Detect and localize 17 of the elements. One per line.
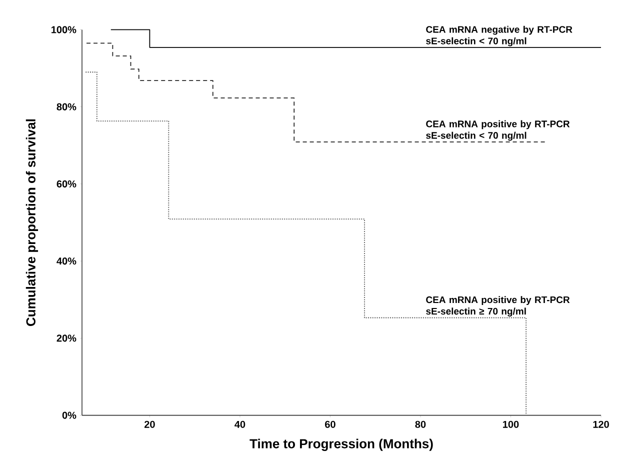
x-tick-label: 20: [144, 420, 155, 428]
y-tick-label: 20%: [56, 334, 76, 342]
y-axis-title: Cumulative proportion of survival: [26, 119, 38, 326]
y-tick-label: 80%: [56, 103, 76, 110]
series-label: CEA mRNA negative by RT-PCR sE-selectin < 70 ng/ml: [426, 26, 572, 46]
x-tick-label: 40: [234, 420, 246, 428]
x-tick-label: 120: [593, 420, 609, 428]
y-tick-label: 60%: [56, 180, 76, 188]
x-tick-label: 60: [325, 420, 336, 428]
y-tick-label: 100%: [52, 26, 76, 34]
y-tick-label: 0%: [62, 412, 76, 419]
x-axis-title: Time to Progression (Months): [250, 438, 433, 451]
series-label: CEA mRNA positive by RT-PCR sE-selectin < 70 ng/ml: [426, 120, 570, 141]
x-tick-label: 80: [415, 420, 426, 428]
series-label: CEA mRNA positive by RT-PCR sE-selectin ≥ 70 ng/ml: [426, 296, 570, 317]
x-tick-label: 100: [503, 420, 519, 428]
y-tick-label: 40%: [56, 258, 76, 265]
